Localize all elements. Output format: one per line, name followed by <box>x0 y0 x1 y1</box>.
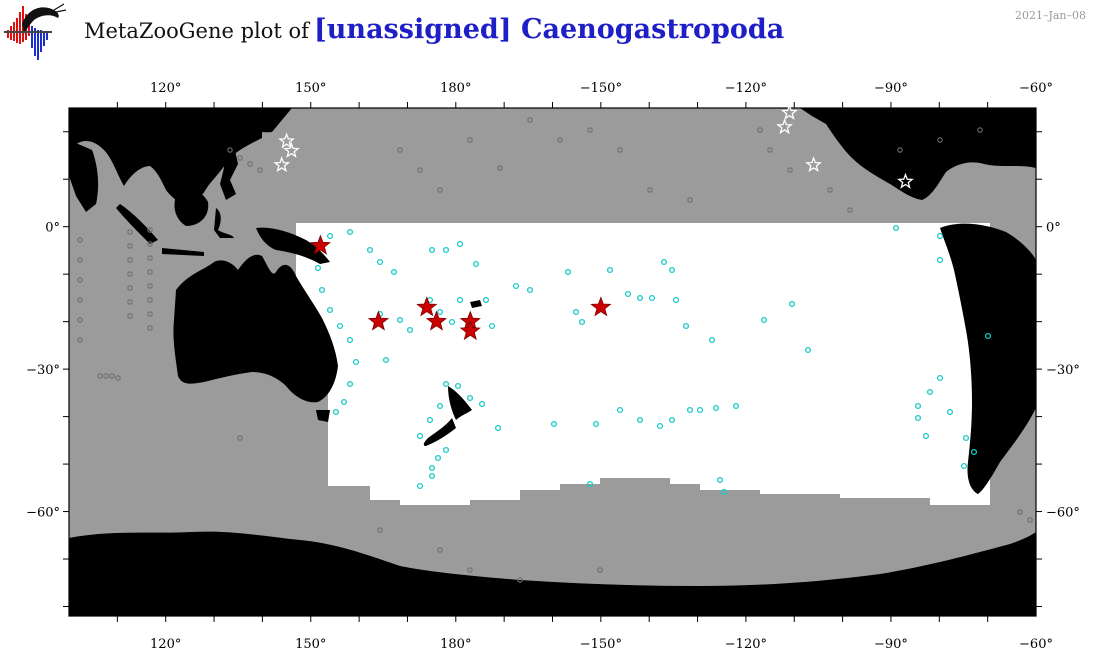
lat-tick-label-left: −60° <box>26 506 60 521</box>
title-prefix: MetaZooGene plot of <box>84 19 309 43</box>
lon-tick-label-bottom: −60° <box>1019 637 1053 652</box>
lat-labels-left: 0° −30° −60° <box>26 221 60 521</box>
lon-tick-label-bottom: 150° <box>295 637 326 652</box>
land-new-zealand-north <box>448 386 472 420</box>
lon-labels-top: 120° 150° 180° −150° −120° −90° −60° <box>150 81 1053 96</box>
land-sulawesi <box>214 208 234 238</box>
map-ticks <box>63 102 1042 622</box>
land-antarctica <box>69 531 1036 616</box>
lon-tick-label-bottom: −150° <box>580 637 622 652</box>
title-taxon: [unassigned] Caenogastropoda <box>314 14 785 45</box>
taxon-record-star-outline <box>278 132 295 149</box>
taxon-record-star-outline <box>897 172 914 189</box>
lon-tick-label-top: 150° <box>295 81 326 96</box>
land-java <box>162 248 204 256</box>
lon-tick-label-top: −120° <box>725 81 767 96</box>
land-new-zealand-south <box>423 418 456 446</box>
lon-tick-label-top: 180° <box>440 81 471 96</box>
lon-tick-label-top: 120° <box>150 81 181 96</box>
land-south-america <box>940 223 1036 494</box>
lon-tick-label-bottom: −120° <box>725 637 767 652</box>
study-region <box>296 223 990 505</box>
land-new-guinea <box>256 227 330 264</box>
taxon-record-star <box>309 234 331 255</box>
land-borneo <box>174 190 209 226</box>
land-asia <box>69 108 292 206</box>
land-australia <box>173 254 338 403</box>
lon-tick-label-bottom: 180° <box>440 637 471 652</box>
lon-tick-label-bottom: −90° <box>874 637 908 652</box>
taxon-record-star <box>459 319 481 341</box>
taxon-record-star <box>367 310 390 331</box>
metazoogene-logo <box>4 3 67 60</box>
landmasses <box>69 108 1036 616</box>
lon-tick-label-top: −90° <box>874 81 908 96</box>
taxon-record-star-outline <box>273 156 291 173</box>
land-india <box>69 140 99 212</box>
taxon-record-star-outline <box>781 103 798 120</box>
study-region-samples <box>314 224 992 496</box>
lat-tick-label-right: −30° <box>1046 363 1080 378</box>
lat-tick-label-right: 0° <box>1046 221 1061 236</box>
date-stamp: 2021–Jan–08 <box>1014 9 1086 22</box>
land-philippines <box>220 146 238 200</box>
taxon-record-star <box>590 296 612 317</box>
lat-tick-label-right: −60° <box>1046 506 1080 521</box>
land-tasmania <box>316 410 330 422</box>
map-figure: 120° 150° 180° −150° −120° −90° −60° 120° 150° 1… <box>26 81 1080 652</box>
lon-labels-bottom: 120° 150° 180° −150° −120° −90° −60° <box>150 637 1053 652</box>
lat-tick-label-left: −30° <box>26 363 60 378</box>
page-title: MetaZooGene plot of [unassigned] Caenoga… <box>84 14 784 45</box>
lon-tick-label-top: −60° <box>1019 81 1053 96</box>
taxon-record-star <box>416 296 438 317</box>
lat-labels-right: 0° −30° −60° <box>1046 221 1080 521</box>
lon-tick-label-bottom: 120° <box>150 637 181 652</box>
lat-tick-label-left: 0° <box>45 221 60 236</box>
taxon-record-star <box>425 310 448 331</box>
background-samples <box>77 117 1033 583</box>
land-fiji <box>470 300 482 308</box>
lon-tick-label-top: −150° <box>580 81 622 96</box>
land-sumatra <box>116 204 158 244</box>
taxon-record-star-outline <box>776 118 793 135</box>
header: MetaZooGene plot of [unassigned] Caenoga… <box>0 0 1100 70</box>
taxon-record-star-outline <box>805 156 822 173</box>
taxon-records <box>273 103 914 341</box>
land-north-america <box>800 108 1036 200</box>
taxon-record-star-outline <box>283 141 300 158</box>
map-container: 120° 150° 180° −150° −120° −90° −60° 120° 150° 1… <box>0 70 1100 663</box>
